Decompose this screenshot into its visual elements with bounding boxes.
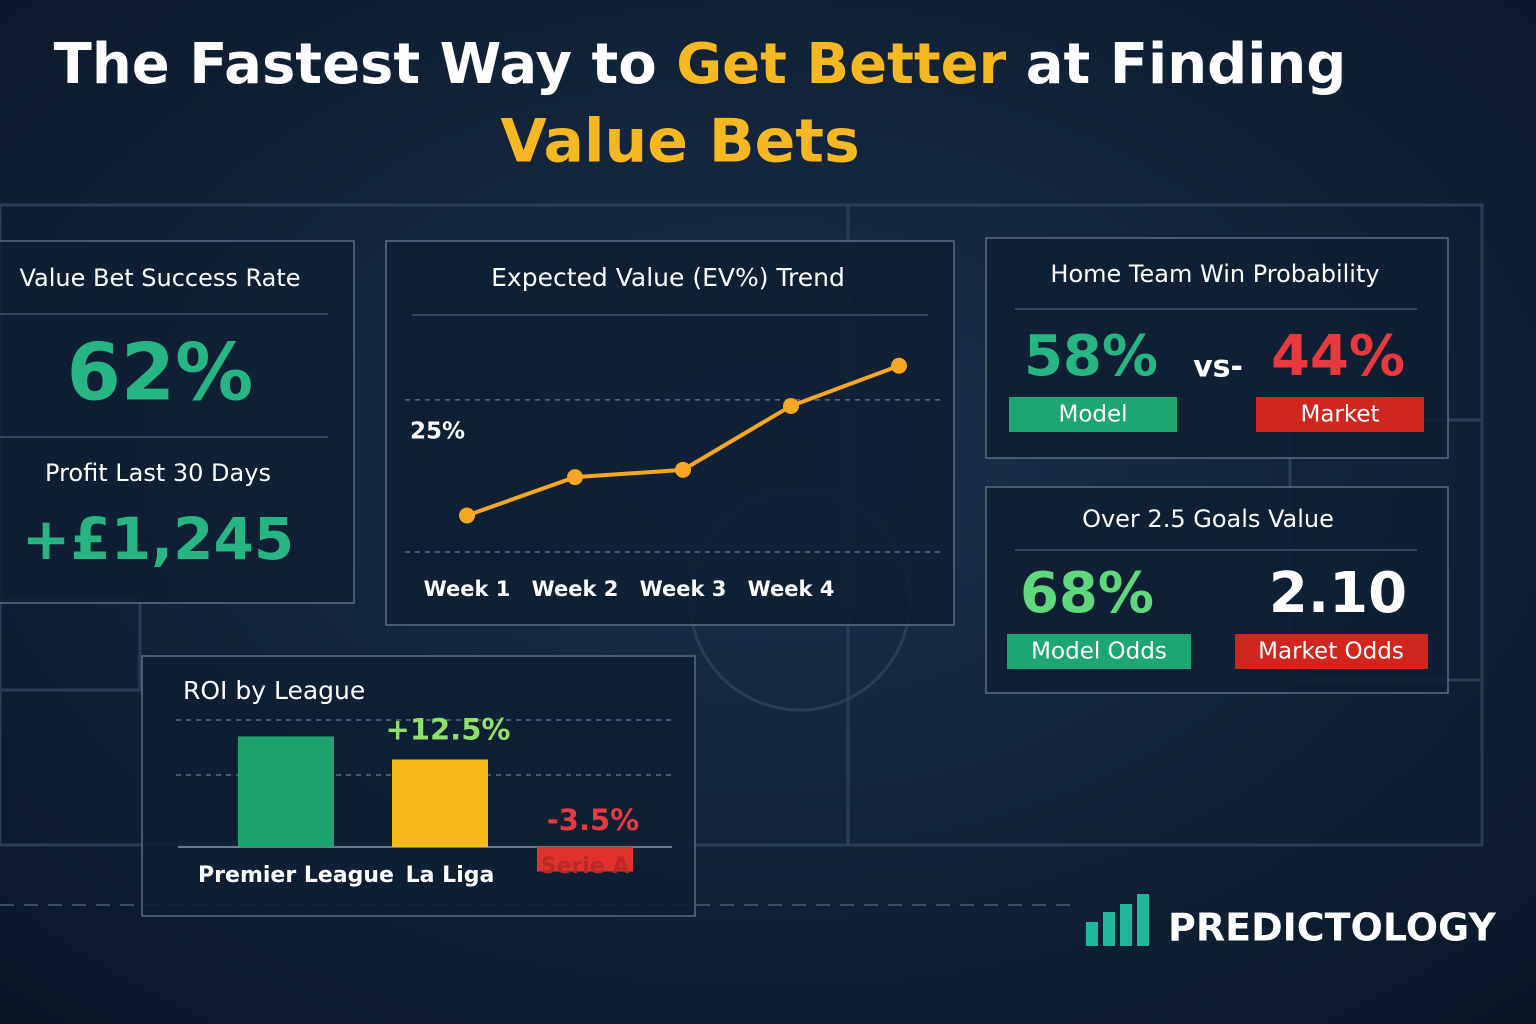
- badge: [1007, 634, 1191, 669]
- badge-label: Market Odds: [1258, 639, 1404, 665]
- point: [459, 507, 475, 524]
- point: [783, 397, 799, 414]
- brand-icon: [1086, 894, 1149, 946]
- badge-label: Model: [1058, 402, 1127, 428]
- x-tick-label: Week 3: [640, 577, 727, 601]
- card: [385, 240, 955, 626]
- badge: [1009, 397, 1177, 432]
- x-tick-label: La Liga: [406, 863, 495, 888]
- card-title: Home Team Win Probability: [1050, 260, 1379, 288]
- badge-label: Model Odds: [1031, 639, 1167, 665]
- data-label: +12.5%: [386, 713, 511, 747]
- data-label: -3.5%: [547, 803, 639, 837]
- stat-value: 44%: [1271, 324, 1405, 389]
- stat-value: 68%: [1020, 561, 1154, 626]
- card: [0, 240, 355, 604]
- x-tick-label: Week 1: [424, 577, 511, 601]
- title-part: at Finding: [1006, 32, 1346, 97]
- badge-label: Market: [1300, 402, 1379, 428]
- card-title: Value Bet Success Rate: [19, 264, 300, 292]
- separator-text: vs-: [1193, 350, 1243, 385]
- bar: [537, 847, 633, 872]
- title: The Fastest Way to Get Better at Finding: [54, 32, 1347, 97]
- title-part: The Fastest Way to: [54, 32, 677, 97]
- chart-title: ROI by League: [183, 676, 365, 705]
- title-part: Get Better: [676, 32, 1006, 97]
- brand: PREDICTOLOGY: [1168, 906, 1496, 950]
- point: [891, 357, 907, 374]
- badge: [1256, 397, 1424, 432]
- stat-value: 62%: [67, 328, 254, 418]
- subtitle: Value Bets: [500, 107, 859, 177]
- stat-value: 2.10: [1269, 561, 1407, 626]
- bar: [238, 736, 334, 847]
- x-tick-label: Week 4: [748, 577, 835, 601]
- stat-label: Profit Last 30 Days: [45, 459, 271, 487]
- point: [675, 461, 691, 478]
- card-title: Over 2.5 Goals Value: [1082, 505, 1334, 533]
- x-tick-label: Week 2: [532, 577, 619, 601]
- bar: [392, 759, 488, 847]
- stat-value: +£1,245: [22, 505, 294, 573]
- stat-value: 58%: [1024, 324, 1158, 389]
- x-tick-label: Serie A: [541, 854, 630, 879]
- chart-title: Expected Value (EV%) Trend: [491, 263, 845, 292]
- y-tick-label: 25%: [410, 418, 465, 444]
- point: [567, 469, 583, 486]
- x-tick-label: Premier League: [198, 863, 394, 888]
- badge: [1235, 634, 1428, 669]
